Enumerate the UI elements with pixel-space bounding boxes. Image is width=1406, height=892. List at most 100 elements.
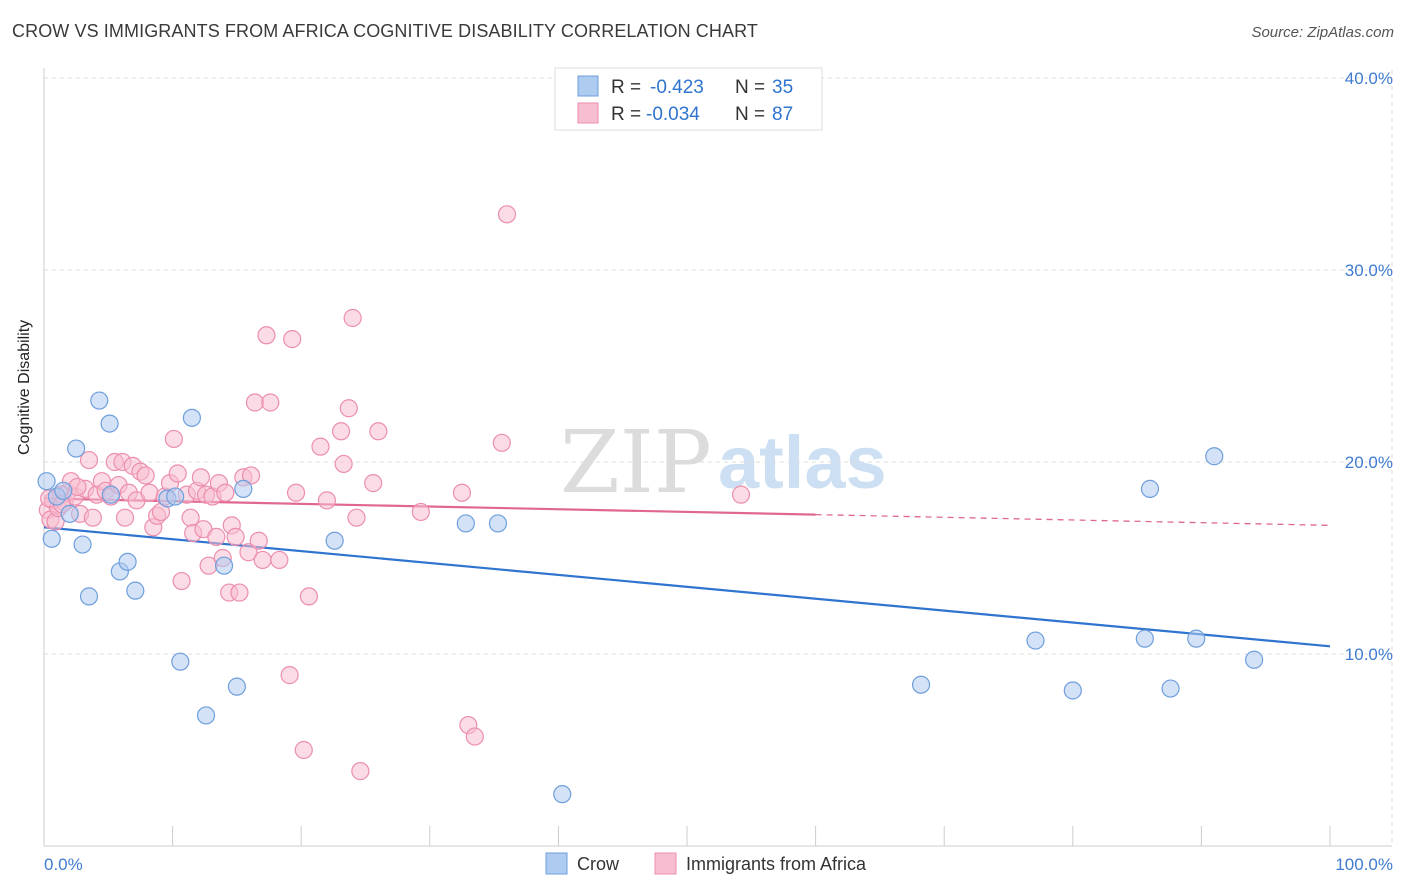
- stats-n-value-africa: 87: [772, 104, 793, 125]
- africa-point: [115, 508, 135, 527]
- crow-point: [67, 439, 86, 458]
- source-label: Source: ZipAtlas.com: [1251, 24, 1394, 41]
- crow-point: [1245, 650, 1264, 669]
- africa-point: [261, 393, 280, 412]
- stats-n-label-africa: N =: [735, 104, 765, 125]
- stats-swatch-africa: [577, 102, 599, 124]
- crow-point: [553, 785, 572, 804]
- africa-point: [343, 308, 362, 328]
- crow-point: [1187, 629, 1206, 648]
- y-tick-label: 10.0%: [1345, 645, 1393, 664]
- crow-point: [325, 531, 344, 550]
- crow-point: [54, 481, 73, 500]
- crow-point: [101, 485, 120, 504]
- africa-point: [283, 330, 302, 349]
- stats-r-value-crow: -0.423: [650, 77, 704, 98]
- crow-point: [126, 581, 145, 600]
- africa-point: [172, 571, 191, 591]
- africa-point: [465, 727, 484, 746]
- africa-point: [331, 422, 351, 441]
- africa-point: [294, 740, 313, 760]
- stats-n-label-crow: N =: [735, 77, 765, 98]
- crow-point: [488, 514, 508, 533]
- africa-point: [140, 483, 159, 502]
- africa-point: [207, 527, 226, 546]
- africa-point: [364, 474, 383, 493]
- africa-point: [168, 464, 187, 483]
- crow-point: [214, 556, 234, 575]
- africa-point: [452, 483, 472, 502]
- africa-point: [230, 583, 249, 602]
- crow-point: [1026, 631, 1045, 650]
- africa-point: [334, 454, 353, 474]
- crow-point: [1140, 479, 1160, 498]
- y-tick-label: 20.0%: [1345, 453, 1393, 472]
- x-tick-label-max: 100.0%: [1335, 855, 1393, 874]
- africa-point: [257, 326, 276, 345]
- africa-point: [164, 429, 183, 449]
- africa-point: [411, 502, 430, 522]
- africa-point: [347, 508, 366, 527]
- crow-point: [1063, 681, 1082, 700]
- y-tick-label: 40.0%: [1345, 69, 1393, 88]
- africa-point: [270, 550, 289, 570]
- africa-point: [339, 399, 358, 418]
- stats-r-label-africa: R =: [611, 104, 641, 125]
- africa-point: [369, 422, 388, 441]
- crow-point: [171, 652, 190, 671]
- africa-point: [136, 466, 155, 485]
- crow-point: [42, 529, 61, 548]
- crow-point: [182, 408, 201, 427]
- africa-point: [216, 483, 235, 502]
- crow-point: [79, 587, 99, 606]
- data-points: [37, 205, 1264, 804]
- africa-point: [79, 450, 99, 470]
- africa-point: [317, 491, 337, 510]
- crow-point: [1161, 679, 1180, 698]
- africa-point: [191, 468, 210, 487]
- legend-label-africa: Immigrants from Africa: [686, 854, 867, 874]
- stats-legend: R = -0.423 N = 35 R = -0.034 N = 87: [554, 67, 823, 131]
- africa-point: [226, 527, 245, 546]
- crow-point: [196, 706, 216, 725]
- stats-legend-box: [554, 67, 823, 131]
- stats-swatch-crow: [577, 75, 599, 97]
- africa-point: [311, 437, 330, 456]
- africa-point: [241, 466, 261, 485]
- stats-r-value-africa: -0.034: [646, 104, 700, 125]
- africa-point: [299, 587, 319, 606]
- africa-point: [83, 508, 102, 527]
- series-legend: Crow Immigrants from Africa: [545, 852, 867, 875]
- africa-point: [239, 543, 258, 562]
- crow-point: [911, 675, 931, 694]
- axes: [43, 68, 1392, 847]
- crow-point: [234, 479, 253, 498]
- africa-point: [497, 205, 517, 224]
- africa-point: [245, 393, 265, 412]
- watermark-zip: ZIP: [560, 413, 712, 513]
- africa-point: [253, 550, 272, 570]
- legend-swatch-crow: [545, 852, 568, 875]
- crow-point: [1205, 447, 1224, 466]
- africa-trend-line-dashed: [815, 513, 1331, 527]
- legend-swatch-africa: [654, 852, 677, 875]
- africa-point: [249, 531, 268, 550]
- crow-point: [100, 414, 119, 433]
- y-axis-label: Cognitive Disability: [16, 319, 33, 455]
- x-tick-label-min: 0.0%: [44, 855, 83, 874]
- crow-point: [37, 472, 56, 491]
- africa-point: [286, 483, 306, 502]
- crow-point: [90, 391, 109, 410]
- crow-point: [166, 487, 185, 506]
- crow-point: [60, 504, 79, 523]
- africa-point: [280, 666, 299, 685]
- chart-title: CROW VS IMMIGRANTS FROM AFRICA COGNITIVE…: [12, 21, 758, 41]
- crow-point: [1135, 629, 1154, 648]
- stats-r-label-crow: R =: [611, 77, 641, 98]
- africa-point: [731, 485, 751, 504]
- crow-point: [118, 552, 137, 571]
- africa-point: [351, 762, 370, 781]
- crow-point: [73, 535, 92, 554]
- legend-label-crow: Crow: [577, 854, 620, 874]
